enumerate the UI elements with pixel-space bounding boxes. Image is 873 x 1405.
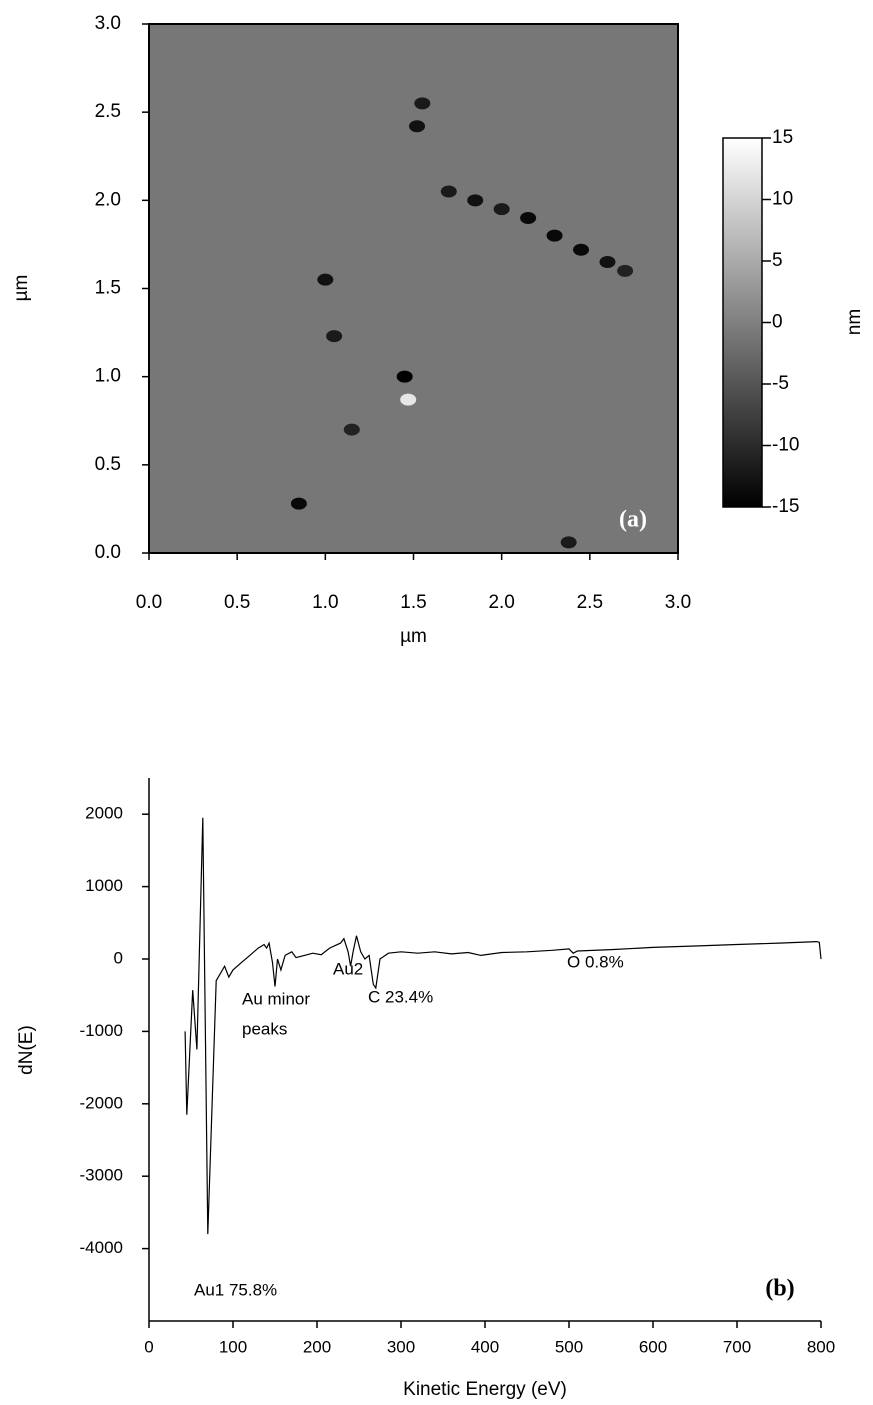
x-tick-label: 800 (807, 1337, 835, 1356)
x-tick-label: 700 (723, 1337, 751, 1356)
height-feature (400, 393, 417, 406)
y-tick-label: 3.0 (95, 13, 121, 34)
peak-annotation: Au2 (333, 959, 363, 978)
x-tick-label: 200 (303, 1337, 331, 1356)
x-tick-label: 0.0 (136, 592, 162, 613)
y-tick-label: 1.5 (95, 278, 121, 299)
colorbar-label: nm (844, 309, 865, 335)
x-tick-label: 0.5 (224, 592, 250, 613)
y-tick-label: -1000 (80, 1021, 123, 1040)
height-feature (546, 229, 563, 242)
colorbar-tick-label: 10 (772, 189, 793, 210)
peak-annotation: C 23.4% (368, 987, 433, 1006)
y-tick-label: 1000 (85, 876, 123, 895)
y-tick-label: -4000 (80, 1238, 123, 1257)
height-feature (467, 194, 484, 207)
x-tick-label: 1.5 (400, 592, 426, 613)
y-tick-label: -2000 (80, 1093, 123, 1112)
y-tick-label: 0.5 (95, 454, 121, 475)
colorbar-tick-label: 5 (772, 250, 783, 271)
x-tick-label: 400 (471, 1337, 499, 1356)
height-feature (396, 370, 413, 383)
colorbar (722, 137, 763, 508)
x-tick-label: 300 (387, 1337, 415, 1356)
y-tick-label: 0 (114, 948, 123, 967)
height-feature (560, 536, 577, 549)
spectrum-line (184, 817, 822, 1235)
peak-annotation: Au minor (242, 989, 310, 1008)
colorbar-tick-label: -10 (772, 435, 799, 456)
panel-label: (b) (765, 1276, 794, 1302)
height-feature (599, 256, 616, 269)
y-tick-label: 0.0 (95, 542, 121, 563)
colorbar-tick-label: -5 (772, 373, 789, 394)
height-feature (440, 185, 457, 198)
x-tick-label: 2.0 (488, 592, 514, 613)
x-tick-label: 500 (555, 1337, 583, 1356)
x-tick-label: 0 (144, 1337, 153, 1356)
colorbar-tick-label: 15 (772, 127, 793, 148)
x-tick-label: 2.5 (577, 592, 603, 613)
height-feature (414, 97, 431, 110)
x-tick-label: 600 (639, 1337, 667, 1356)
height-feature (343, 423, 360, 436)
height-feature (573, 243, 590, 256)
x-tick-label: 3.0 (665, 592, 691, 613)
image-background (149, 24, 678, 553)
panel-label: (a) (619, 507, 647, 533)
height-feature (617, 264, 634, 277)
y-tick-label: 2.0 (95, 189, 121, 210)
y-axis-label: µm (11, 275, 32, 302)
height-feature (290, 497, 307, 510)
y-tick-label: 1.0 (95, 366, 121, 387)
y-axis-label: dN(E) (16, 1025, 37, 1075)
peak-annotation: Au1 75.8% (194, 1280, 277, 1299)
x-axis-label: µm (400, 626, 427, 647)
height-feature (326, 330, 343, 343)
y-tick-label: 2000 (85, 804, 123, 823)
height-feature (493, 203, 510, 216)
height-feature (409, 120, 426, 133)
height-feature (317, 273, 334, 286)
y-tick-label: 2.5 (95, 101, 121, 122)
peak-annotation: O 0.8% (567, 952, 624, 971)
peak-annotation: peaks (242, 1019, 287, 1038)
colorbar-tick-label: 0 (772, 312, 783, 333)
x-tick-label: 1.0 (312, 592, 338, 613)
x-axis-label: Kinetic Energy (eV) (403, 1379, 567, 1400)
height-feature (520, 211, 537, 224)
y-tick-label: -3000 (80, 1166, 123, 1185)
colorbar-tick-label: -15 (772, 496, 799, 517)
x-tick-label: 100 (219, 1337, 247, 1356)
